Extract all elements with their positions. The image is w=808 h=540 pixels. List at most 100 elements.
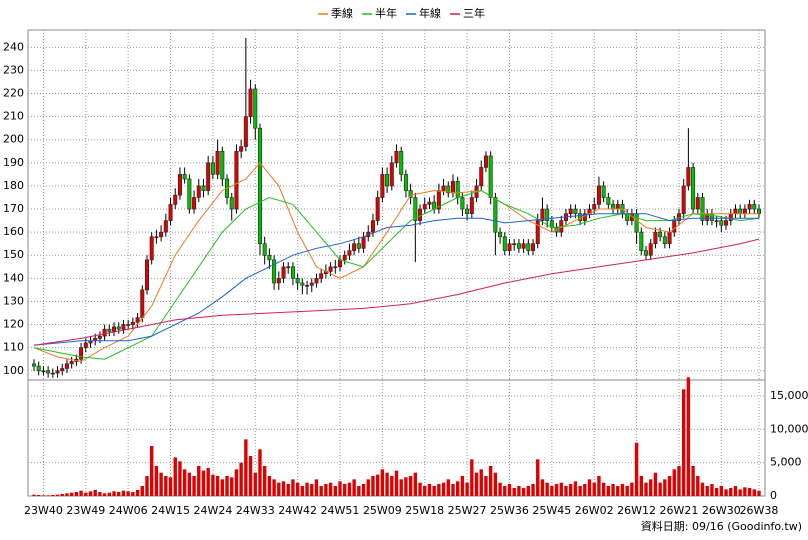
volume-bar: [446, 479, 450, 496]
volume-bar: [488, 466, 493, 496]
y-tick-label: 160: [3, 225, 24, 238]
volume-bar: [328, 482, 333, 496]
volume-bar: [456, 481, 460, 496]
y-tick-label: 190: [3, 156, 24, 169]
candle-body: [272, 259, 277, 284]
volume-bar: [262, 466, 267, 496]
x-tick-label: 24W33: [236, 504, 275, 517]
volume-bar: [512, 488, 516, 496]
candle-body: [672, 220, 677, 233]
volume-bar: [51, 495, 55, 496]
volume-bar: [60, 494, 64, 496]
volume-bar: [672, 469, 676, 496]
volume-bar: [634, 442, 639, 496]
volume-bar: [88, 491, 93, 496]
volume-bar: [620, 484, 625, 496]
ma-line: [33, 238, 760, 346]
volume-bar: [554, 484, 559, 496]
candle-body: [210, 162, 215, 175]
volume-bar: [583, 484, 587, 496]
volume-bar: [714, 488, 719, 496]
ma-line: [33, 190, 760, 360]
candle-body: [347, 250, 352, 256]
candle-body: [644, 250, 649, 256]
candle-body: [159, 231, 164, 238]
candle-body: [168, 204, 173, 221]
candle-body: [450, 181, 455, 194]
candle-body: [719, 220, 724, 226]
volume-bar: [84, 492, 88, 496]
candle-body: [41, 370, 46, 373]
volume-bar: [324, 484, 328, 496]
candle-body: [413, 197, 418, 221]
candle-body: [394, 150, 399, 164]
volume-bar: [295, 482, 300, 496]
volume-bar: [503, 486, 507, 496]
candle-body: [375, 197, 380, 221]
legend-label: 季線: [331, 6, 353, 20]
candle-body: [149, 236, 154, 261]
volume-bar: [691, 466, 695, 496]
candle-body: [338, 259, 343, 268]
volume-bar: [545, 482, 549, 496]
candle-body: [747, 204, 752, 210]
candle-body: [144, 259, 149, 291]
candle-body: [460, 197, 465, 210]
volume-bar: [102, 493, 107, 496]
y-tick-label: 180: [3, 179, 24, 192]
volume-bar: [93, 490, 97, 496]
candle-body: [531, 243, 536, 251]
volume-tick-label: 0: [770, 489, 777, 502]
volume-bar: [517, 486, 521, 496]
candle-body: [601, 185, 606, 198]
candle-body: [483, 155, 488, 168]
volume-bar: [375, 474, 380, 496]
volume-bar: [79, 490, 83, 496]
candle-body: [516, 243, 521, 249]
volume-bar: [696, 476, 700, 496]
volume-bar: [46, 495, 50, 496]
candle-body: [709, 213, 714, 221]
volume-bar: [644, 482, 648, 496]
y-tick-label: 200: [3, 133, 24, 146]
y-tick-label: 130: [3, 294, 24, 307]
volume-bar: [630, 482, 634, 496]
volume-bar: [427, 484, 432, 496]
volume-bar: [484, 476, 488, 496]
volume-bar: [474, 472, 479, 496]
volume-bar: [564, 486, 568, 496]
candle-body: [154, 236, 159, 239]
volume-bar: [352, 479, 356, 496]
candle-body: [305, 284, 310, 287]
candle-body: [403, 174, 408, 191]
candle-body: [83, 342, 88, 348]
volume-bar: [319, 486, 323, 496]
volume-bar: [649, 479, 653, 496]
candle-body: [182, 174, 187, 180]
candle-body: [502, 236, 507, 251]
volume-bar: [98, 492, 102, 496]
candle-body: [300, 282, 305, 286]
candle-body: [163, 220, 168, 233]
candle-body: [422, 204, 427, 210]
volume-bar: [625, 486, 629, 496]
candle-body: [399, 150, 404, 175]
candle-body: [248, 88, 253, 117]
candle-body: [361, 236, 366, 249]
candle-body: [639, 231, 644, 251]
candle-body: [507, 243, 512, 251]
y-tick-label: 170: [3, 202, 24, 215]
candle-body: [126, 324, 131, 326]
candle-body: [257, 127, 262, 244]
volume-bar: [343, 484, 347, 496]
candle-body: [385, 174, 390, 187]
volume-bar: [220, 479, 225, 496]
x-tick-label: 26W38: [740, 504, 779, 517]
volume-bar: [437, 484, 441, 496]
volume-bar: [277, 482, 281, 496]
volume-bar: [559, 482, 563, 496]
volume-bar: [305, 482, 309, 496]
legend-label: 三年: [463, 6, 485, 20]
candle-body: [112, 326, 117, 332]
